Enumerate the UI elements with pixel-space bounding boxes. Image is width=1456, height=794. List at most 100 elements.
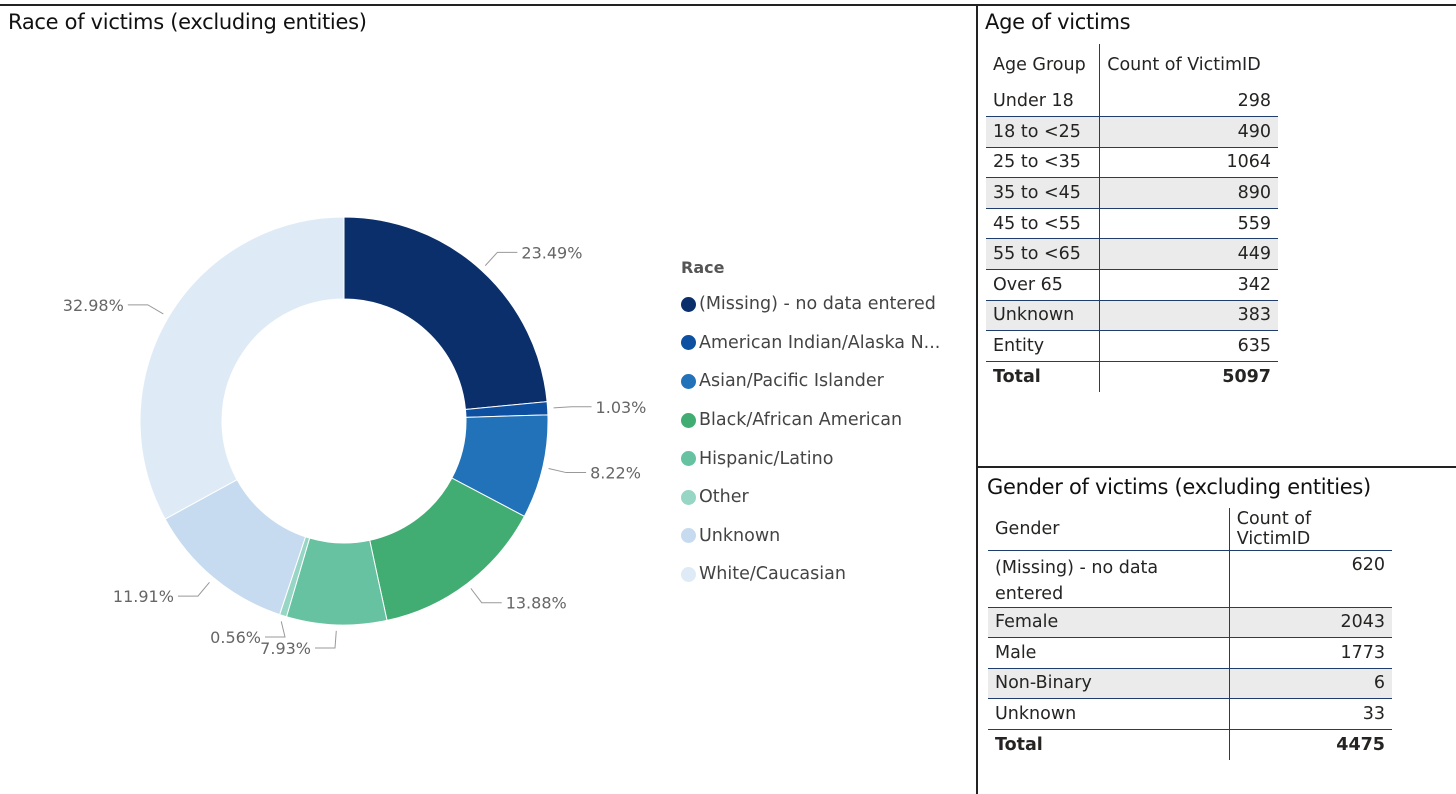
table-row: Female 2043 (988, 607, 1392, 639)
row-value: 342 (1099, 269, 1278, 301)
legend-item[interactable]: White/Caucasian (681, 555, 940, 594)
table-row: Entity 635 (986, 330, 1278, 362)
data-label: 23.49% (521, 243, 582, 262)
legend-dot-icon (681, 335, 696, 351)
row-value: 2043 (1229, 607, 1392, 639)
data-label: 8.22% (590, 464, 641, 483)
table-row: Over 65 342 (986, 269, 1278, 301)
horizontal-divider (976, 466, 1456, 468)
legend-label: Other (699, 487, 749, 508)
leader-line (315, 630, 337, 649)
column-header[interactable]: Count of VictimID (1107, 55, 1261, 75)
legend-label: Black/African American (699, 410, 903, 431)
row-value: 6 (1229, 668, 1392, 700)
gender-table-title: Gender of victims (excluding entities) (987, 475, 1371, 499)
data-label: 11.91% (113, 587, 174, 606)
legend-label: Asian/Pacific Islander (699, 371, 884, 392)
table-row: 55 to <65 449 (986, 238, 1278, 271)
legend-label: American Indian/Alaska N... (699, 332, 941, 353)
data-label: 7.93% (260, 639, 311, 658)
row-value: 620 (1229, 550, 1392, 608)
row-label: Under 18 (986, 86, 1101, 118)
donut-slice[interactable] (139, 216, 345, 520)
row-label: Unknown (988, 698, 1230, 730)
race-donut-chart: 23.49% 1.03% 8.22% 13.88% 7.93%0.56% 11.91% 32… (63, 216, 647, 658)
race-legend: Race (Missing) - no data entered American… (681, 258, 940, 594)
legend-item[interactable]: (Missing) - no data entered (681, 285, 940, 324)
row-value: 559 (1099, 208, 1278, 240)
legend-label: White/Caucasian (699, 564, 846, 585)
table-row: Male 1773 (988, 637, 1392, 669)
leader-line (548, 467, 587, 474)
row-value: 298 (1099, 86, 1278, 118)
row-label: 18 to <25 (986, 116, 1101, 148)
legend-item[interactable]: American Indian/Alaska N... (681, 324, 940, 363)
age-table: Age Group Count of VictimID Under 18 298 18 … (986, 44, 1278, 392)
column-header[interactable]: Count of VictimID (1229, 508, 1392, 551)
row-label: (Missing) - no data entered (988, 550, 1230, 608)
legend-item[interactable]: Black/African American (681, 401, 940, 440)
row-value: 490 (1099, 116, 1278, 148)
legend-dot-icon (681, 566, 696, 582)
row-value: 33 (1229, 698, 1392, 730)
table-row: 45 to <55 559 (986, 208, 1278, 240)
legend-dot-icon (681, 373, 696, 389)
legend-label: Unknown (699, 525, 781, 546)
table-row: Unknown 33 (988, 698, 1392, 730)
total-label: Total (986, 361, 1101, 392)
row-label: Female (988, 607, 1230, 639)
row-label: Male (988, 637, 1230, 669)
data-label: 1.03% (596, 398, 647, 417)
table-row: Unknown 383 (986, 300, 1278, 332)
data-label: 13.88% (506, 594, 567, 613)
table-row: 25 to <35 1064 (986, 147, 1278, 179)
table-row: Non-Binary 6 (988, 668, 1392, 700)
legend-item[interactable]: Asian/Pacific Islander (681, 362, 940, 401)
table-row: (Missing) - no data entered 620 (988, 550, 1392, 608)
total-row: Total 5097 (986, 361, 1278, 392)
legend-dot-icon (681, 296, 696, 312)
table-row: Under 18 298 (986, 86, 1278, 118)
data-label: 0.56% (210, 628, 261, 647)
total-value: 4475 (1336, 734, 1385, 755)
row-label: 35 to <45 (986, 177, 1101, 209)
gender-table: Gender Count of VictimID (Missing) - no da… (988, 508, 1392, 760)
leader-line (127, 304, 164, 315)
row-label: Non-Binary (988, 668, 1230, 700)
legend-label: (Missing) - no data entered (699, 294, 936, 315)
table-row: 18 to <25 490 (986, 116, 1278, 148)
race-chart-title: Race of victims (excluding entities) (8, 10, 367, 34)
column-header[interactable]: Age Group (986, 44, 1101, 86)
legend-item[interactable]: Unknown (681, 517, 940, 556)
legend-dot-icon (681, 489, 696, 505)
total-label: Total (988, 729, 1230, 760)
leader-line (484, 251, 518, 266)
leader-line (177, 581, 210, 597)
row-label: 45 to <55 (986, 208, 1101, 240)
column-header[interactable]: Gender (988, 508, 1230, 551)
legend-dot-icon (681, 412, 696, 428)
row-value: 890 (1099, 177, 1278, 209)
leader-line (553, 406, 592, 409)
row-label: 55 to <65 (986, 238, 1101, 271)
row-value: 635 (1099, 330, 1278, 362)
legend-item[interactable]: Other (681, 478, 940, 517)
row-label: Unknown (986, 300, 1101, 332)
legend-dot-icon (681, 451, 696, 467)
legend-dot-icon (681, 528, 696, 544)
row-label: Entity (986, 330, 1101, 362)
total-row: Total 4475 (988, 729, 1392, 760)
donut-slice[interactable] (343, 216, 548, 410)
legend-label: Hispanic/Latino (699, 448, 834, 469)
row-value: 1064 (1099, 147, 1278, 179)
row-value: 449 (1099, 238, 1278, 271)
vertical-divider (976, 4, 978, 794)
age-table-title: Age of victims (985, 10, 1131, 34)
data-label: 32.98% (63, 296, 124, 315)
row-value: 383 (1099, 300, 1278, 332)
legend-item[interactable]: Hispanic/Latino (681, 439, 940, 478)
row-label: Over 65 (986, 269, 1101, 301)
total-value: 5097 (1222, 366, 1271, 387)
top-border (0, 4, 1456, 6)
table-row: 35 to <45 890 (986, 177, 1278, 209)
